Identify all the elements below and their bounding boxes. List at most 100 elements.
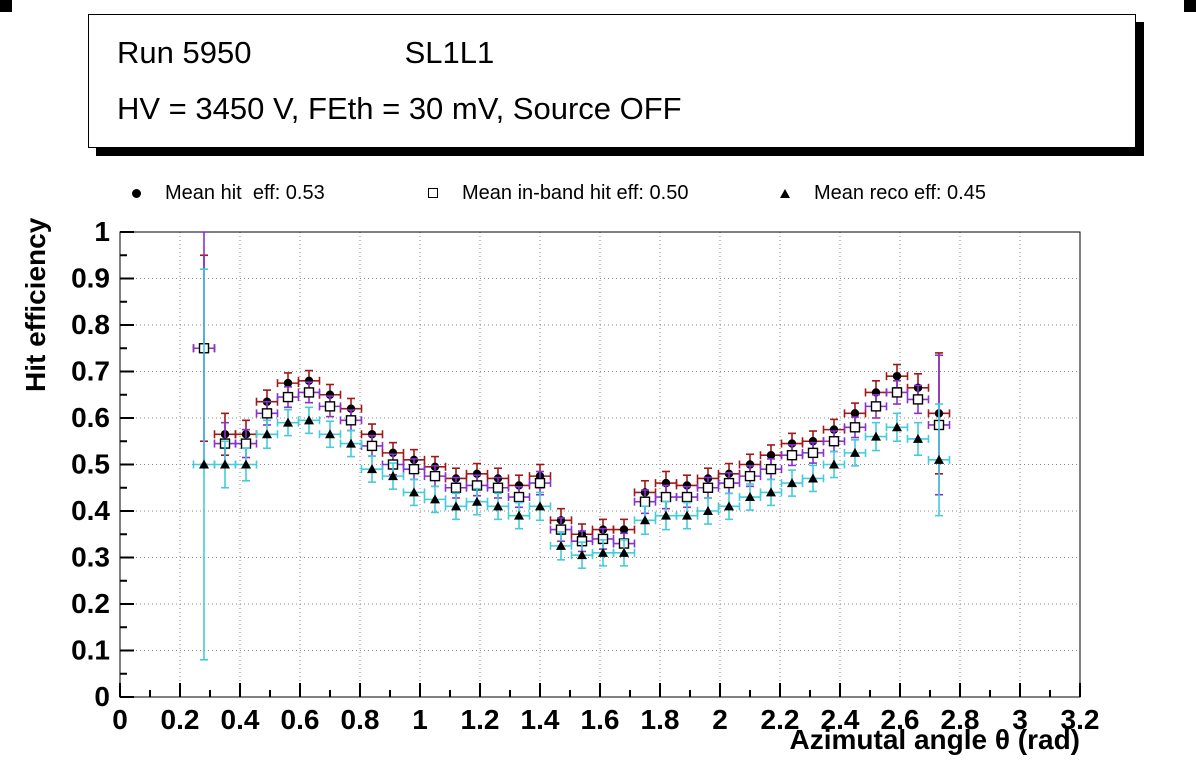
data-point — [514, 510, 524, 520]
data-point — [871, 431, 881, 441]
legend-label: Mean reco eff: 0.45 — [814, 181, 986, 204]
data-point — [408, 463, 420, 475]
open-square-icon — [428, 188, 438, 198]
data-point — [702, 482, 714, 493]
data-point — [892, 422, 902, 432]
data-point — [283, 378, 293, 388]
x-tick-label: 3 — [1012, 704, 1028, 735]
data-point — [828, 436, 840, 447]
legend-label: Mean in-band hit eff: 0.50 — [462, 181, 689, 204]
data-point — [283, 417, 293, 427]
x-tick-label: 2.8 — [941, 704, 980, 735]
data-point — [451, 501, 461, 511]
data-point — [199, 459, 209, 469]
title-line-1: Run 5950 SL1L1 — [117, 35, 1135, 71]
x-tick-label: 1.8 — [641, 704, 680, 735]
data-point — [345, 415, 357, 426]
data-point — [807, 447, 819, 459]
y-tick-label: 0.7 — [71, 356, 110, 387]
data-point — [556, 540, 566, 550]
y-axis-title: Hit efficiency — [20, 217, 51, 392]
data-point — [640, 515, 650, 525]
x-tick-label: 1.2 — [461, 704, 500, 735]
data-point — [303, 387, 315, 398]
data-point — [261, 408, 273, 419]
data-point — [660, 491, 672, 503]
data-point — [282, 391, 294, 403]
data-point — [892, 371, 902, 381]
data-point — [598, 547, 608, 557]
canvas-corner-mark-left — [0, 0, 12, 12]
data-point — [703, 506, 713, 515]
series-mean-reco-eff — [192, 268, 951, 661]
series-mean-in-band-hit-eff — [192, 232, 951, 555]
data-point — [493, 501, 503, 511]
y-tick-label: 0.6 — [71, 402, 110, 433]
data-point — [388, 471, 398, 481]
x-tick-label: 1.4 — [521, 704, 560, 735]
filled-triangle-icon — [780, 188, 790, 198]
data-point — [808, 473, 818, 483]
data-point — [682, 510, 692, 520]
data-point — [241, 459, 251, 469]
x-tick-label: 0.2 — [161, 704, 200, 735]
data-point — [535, 501, 545, 511]
y-tick-label: 0.5 — [71, 449, 110, 480]
layer-label: SL1L1 — [404, 35, 495, 70]
data-point — [429, 470, 441, 482]
data-point — [472, 496, 482, 506]
data-point — [513, 491, 525, 503]
y-tick-label: 0.1 — [71, 635, 110, 666]
canvas-corner-mark-right — [1184, 0, 1196, 12]
data-point — [450, 482, 462, 493]
y-tick-label: 0.2 — [71, 588, 110, 619]
data-point — [619, 525, 629, 534]
legend-item-mean-reco-eff: Mean reco eff: 0.45 — [780, 180, 986, 206]
x-axis-title: Azimutal angle θ (rad) — [789, 724, 1081, 755]
y-tick-label: 0.3 — [71, 542, 110, 573]
data-point — [745, 492, 755, 502]
x-tick-label: 2.6 — [881, 704, 920, 735]
x-tick-label: 0.8 — [341, 704, 380, 735]
legend-item-mean-inband-hit-eff: Mean in-band hit eff: 0.50 — [428, 180, 688, 206]
conditions-label: HV = 3450 V, FEth = 30 mV, Source OFF — [117, 91, 682, 126]
x-tick-label: 2.2 — [761, 704, 800, 735]
data-point — [367, 464, 377, 474]
data-point — [577, 550, 587, 560]
filled-circle-icon — [132, 188, 141, 198]
x-tick-label: 0.4 — [221, 704, 260, 735]
data-point — [765, 463, 777, 475]
data-point — [430, 494, 440, 504]
data-point — [325, 429, 335, 439]
data-point — [304, 415, 314, 425]
data-point — [766, 487, 776, 497]
x-tick-label: 2 — [712, 704, 728, 735]
data-point — [850, 409, 860, 418]
axes: 0 0.2 0.4 0.6 0.8 1 1.2 1.4 1.6 1.8 2 2.2 2.4 2.6 2.8 3… — [71, 216, 1099, 735]
x-tick-label: 1 — [412, 704, 428, 735]
grid — [120, 232, 1080, 697]
x-tick-label: 1.6 — [581, 704, 620, 735]
data-point — [639, 496, 651, 507]
run-label: Run 5950 — [117, 35, 252, 70]
data-point — [850, 447, 860, 457]
x-tick-label: 0 — [112, 704, 128, 735]
y-tick-label: 0.4 — [71, 495, 110, 526]
data-point — [849, 422, 861, 433]
data-point — [366, 440, 378, 452]
data-point — [324, 401, 336, 412]
data-point — [346, 438, 356, 448]
data-point — [681, 491, 693, 503]
y-tick-label: 1 — [94, 216, 110, 247]
data-point — [934, 454, 944, 464]
data-point — [492, 482, 504, 493]
data-point — [913, 433, 923, 443]
data-point — [724, 501, 734, 511]
data-point — [723, 477, 735, 489]
legend-label: Mean hit eff: 0.53 — [165, 181, 325, 204]
y-tick-label: 0 — [94, 681, 110, 712]
data-point — [766, 451, 776, 460]
data-point — [220, 459, 230, 469]
